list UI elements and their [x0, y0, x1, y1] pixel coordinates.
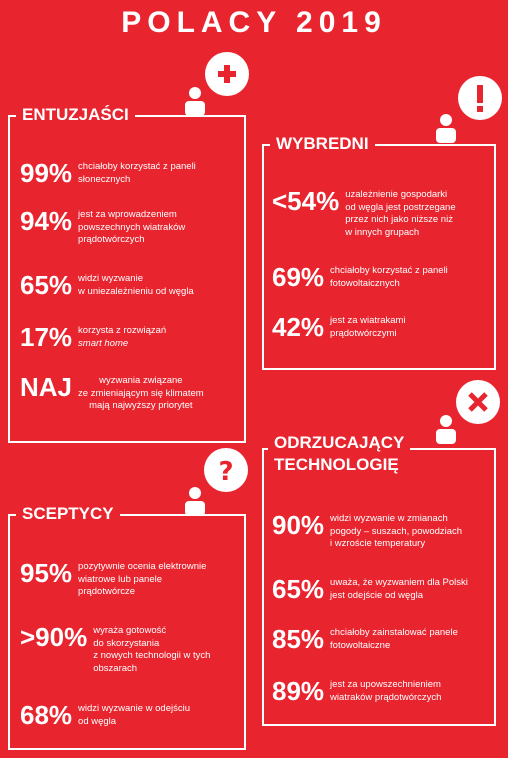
svg-text:?: ? [218, 457, 233, 487]
list-item: 65% widzi wyzwanie w uniezależnieniu od w… [20, 270, 502, 300]
page-title: POLACY 2019 [121, 6, 387, 39]
list-item: 68% widzi wyzwanie w odejściu od węgla [20, 700, 502, 730]
stat-value: 17% [20, 322, 73, 352]
stat-value: <54% [272, 186, 340, 216]
stat-value: 65% [20, 270, 73, 300]
x-icon [456, 380, 500, 424]
stat-value: 65% [272, 574, 325, 604]
panel-title-odrzucajacy: ODRZUCAJĄCY TECHNOLOGIĘ [268, 432, 411, 476]
stat-value: 95% [20, 558, 73, 588]
list-item: NAJ wyzwania związane ze zmieniającym się… [20, 372, 502, 413]
stat-description: chciałoby korzystać z paneli słonecznych [78, 161, 196, 185]
list-item: 99% chciałoby korzystać z paneli słoneczn… [20, 158, 502, 188]
list-item: <54% uzależnienie gospodarki od węgla jes… [272, 186, 502, 239]
stat-value: NAJ [20, 372, 73, 402]
person-icon [182, 486, 208, 516]
stat-description: chciałoby korzystać z paneli fotowoltaicz… [330, 265, 448, 289]
stat-description: wyzwania związane ze zmieniającym się kli… [78, 375, 204, 411]
stat-value: >90% [20, 622, 88, 652]
stat-description: pozytywnie ocenia elektrownie wiatrowe lu… [78, 561, 207, 597]
stat-description: widzi wyzwanie w uniezależnieniu od węgla [78, 273, 194, 297]
panel-sceptycy [8, 514, 246, 750]
stat-description: wyraża gotowość do skorzystania z nowych t… [93, 625, 211, 674]
person-icon [433, 414, 459, 444]
stat-value: 99% [20, 158, 73, 188]
list-item: 69% chciałoby korzystać z paneli fotowolt… [272, 262, 502, 292]
list-item: 42% jest za wiatrakami prądotwórczymi [272, 312, 502, 342]
panel-title-entuzjasci: ENTUZJAŚCI [16, 105, 135, 125]
list-item: 85% chciałoby zainstalować panele fotowol… [272, 624, 502, 654]
list-item: 89% jest za upowszechnieniem wiatraków pr… [272, 676, 502, 706]
stat-value: 42% [272, 312, 325, 342]
stat-value: 90% [272, 510, 325, 540]
person-icon [182, 86, 208, 116]
person-icon [433, 113, 459, 143]
stat-description: chciałoby zainstalować panele fotowoltaic… [330, 627, 458, 651]
plus-icon [205, 52, 249, 96]
exclamation-icon [458, 76, 502, 120]
list-item: 90% widzi wyzwanie w zmianach pogody – su… [272, 510, 502, 551]
stat-value: 94% [20, 206, 73, 236]
stat-description: korzysta z rozwiązań smart home [78, 325, 167, 349]
stat-description: widzi wyzwanie w odejściu od węgla [78, 703, 190, 727]
stat-value: 85% [272, 624, 325, 654]
list-item: 65% uważa, że wyzwaniem dla Polski jest o… [272, 574, 502, 604]
panel-title-wybredni: WYBREDNI [270, 134, 375, 154]
stat-description: jest za upowszechnieniem wiatraków prądot… [330, 679, 442, 703]
panel-wybredni [262, 144, 496, 370]
stat-value: 89% [272, 676, 325, 706]
question-icon: ? [204, 448, 248, 492]
stat-description: uzależnienie gospodarki od węgla jest pos… [345, 189, 456, 238]
panel-title-sceptycy: SCEPTYCY [16, 504, 120, 524]
list-item: 17% korzysta z rozwiązań smart home [20, 322, 502, 352]
list-item: 95% pozytywnie ocenia elektrownie wiatrow… [20, 558, 502, 599]
stat-value: 68% [20, 700, 73, 730]
list-item: >90% wyraża gotowość do skorzystania z now… [20, 622, 502, 675]
stat-description: jest za wiatrakami prądotwórczymi [330, 315, 406, 339]
stat-description: uważa, że wyzwaniem dla Polski jest odejś… [330, 577, 468, 601]
stat-description: jest za wprowadzeniem powszechnych wiatra… [78, 209, 186, 245]
stat-description: widzi wyzwanie w zmianach pogody – suszac… [330, 513, 463, 549]
stat-value: 69% [272, 262, 325, 292]
list-item: 94% jest za wprowadzeniem powszechnych wi… [20, 206, 502, 247]
